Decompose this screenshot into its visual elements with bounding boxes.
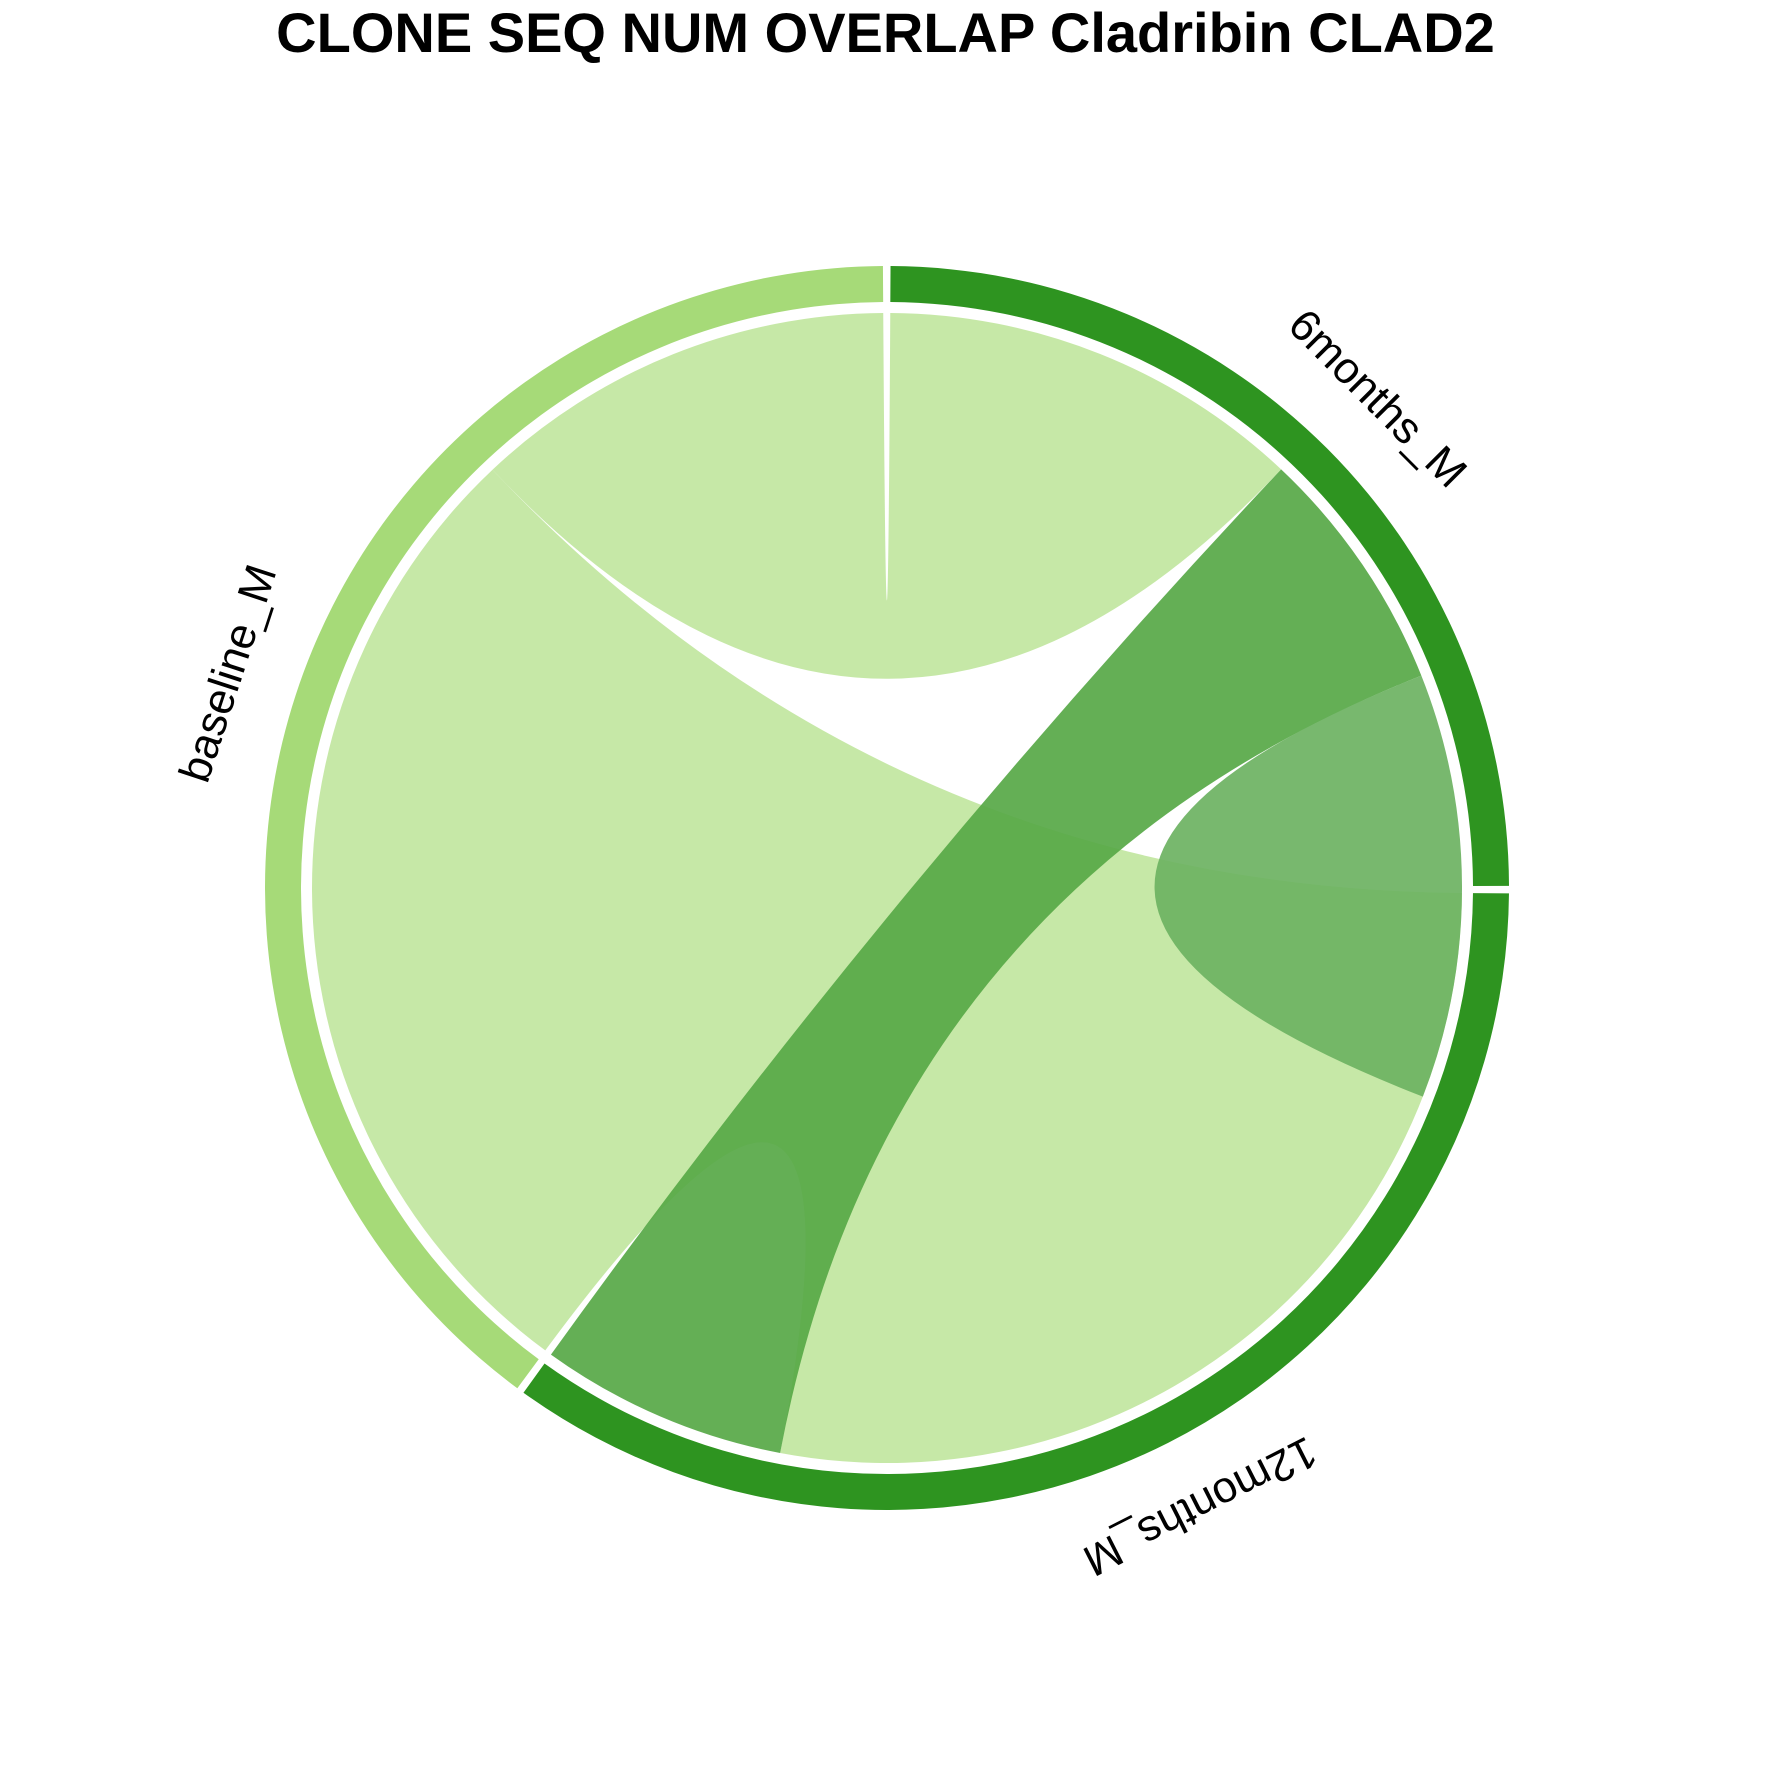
sectors-layer [265,266,1509,1511]
chart-title: CLONE SEQ NUM OVERLAP Cladribin CLAD2 [276,1,1495,64]
link-6months_M-to-baseline_M [492,313,1282,679]
links-layer [312,313,1463,1464]
sector-arc-6months_M [890,266,1509,886]
link-12months_M-to-6months_M [550,469,1422,1453]
link-6months_M-to-6months_M [1154,675,1463,1097]
sector-label-baseline_M: baseline_M [170,559,286,788]
sector-arc-12months_M [523,893,1509,1511]
